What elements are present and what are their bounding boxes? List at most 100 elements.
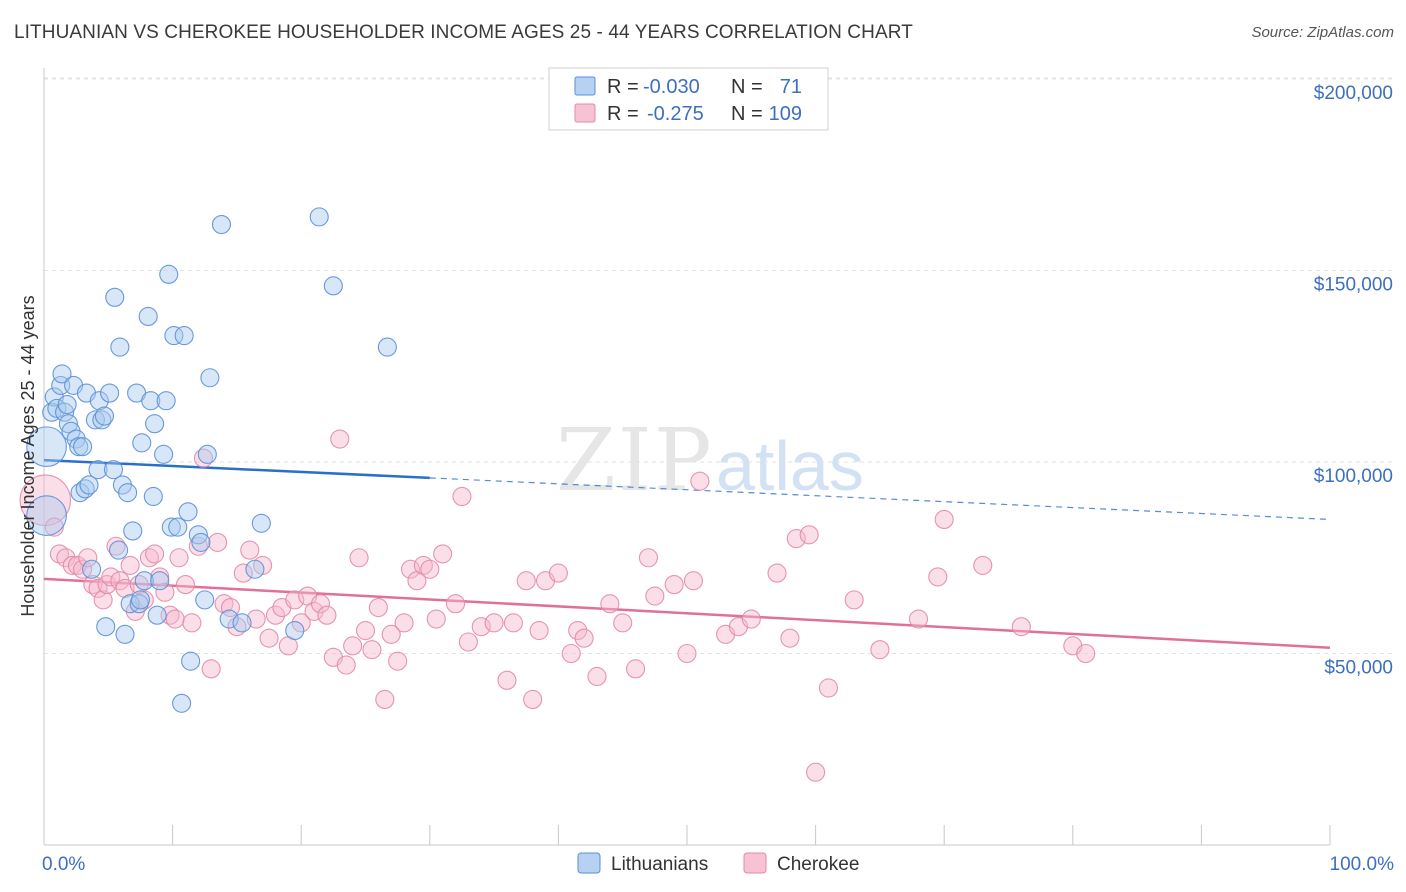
point-cherokee (471, 617, 491, 637)
point-cherokee (613, 613, 633, 633)
point-cherokee (844, 590, 864, 610)
legend-r-label-cherokee: R = (607, 103, 639, 125)
y-tick-label: $50,000 (1324, 658, 1393, 679)
point-cherokee (818, 678, 839, 698)
point-cherokee (677, 643, 697, 664)
trend-line-lithuanians (43, 458, 430, 480)
point-lithuanians (377, 337, 397, 357)
point-lithuanians (197, 444, 217, 464)
point-cherokee (336, 655, 356, 675)
point-cherokee (310, 594, 331, 614)
point-lithuanians (96, 617, 116, 637)
point-cherokee (182, 613, 202, 633)
point-lithuanians (147, 605, 167, 625)
point-cherokee (265, 605, 286, 625)
point-cherokee (193, 448, 214, 468)
point-lithuanians (100, 383, 120, 403)
point-lithuanians (138, 306, 158, 327)
correlation-legend: R = -0.030 N = 71 R = -0.275 N = 109 (548, 67, 829, 131)
point-cherokee (600, 594, 620, 614)
point-lithuanians (309, 207, 329, 227)
point-cherokee (175, 575, 196, 595)
data-points (19, 207, 1096, 782)
point-cherokee (741, 609, 761, 629)
point-lithuanians (134, 571, 154, 591)
point-cherokee (227, 617, 247, 637)
point-cherokee (375, 689, 395, 710)
point-cherokee (529, 620, 549, 641)
point-lithuanians (118, 483, 138, 503)
point-cherokee (120, 555, 140, 575)
point-cherokee (934, 509, 954, 530)
point-cherokee (129, 575, 149, 595)
point-cherokee (458, 632, 478, 652)
legend-r-label-lithuanians: R = (607, 76, 639, 98)
x-tick-label-max: 100.0% (1330, 854, 1395, 875)
point-lithuanians (105, 287, 125, 307)
point-lithuanians (200, 368, 220, 388)
legend-n-value-lithuanians: 71 (780, 76, 802, 98)
point-cherokee (786, 529, 806, 549)
point-lithuanians (219, 609, 239, 629)
point-cherokee (523, 689, 543, 710)
x-tick-label-min: 0.0% (42, 854, 85, 875)
point-cherokee (304, 601, 324, 621)
point-lithuanians (143, 486, 163, 507)
y-tick-label: $200,000 (1314, 83, 1393, 104)
y-tick-label: $150,000 (1314, 275, 1393, 296)
point-lithuanians (174, 326, 194, 346)
point-lithuanians (154, 444, 174, 464)
point-cherokee (139, 548, 160, 568)
point-cherokee (246, 609, 266, 629)
point-cherokee (574, 628, 594, 648)
series-legend-label-cherokee: Cherokee (777, 854, 859, 875)
point-lithuanians (181, 651, 201, 671)
point-lithuanians (161, 517, 181, 537)
point-cherokee (561, 643, 581, 664)
point-lithuanians (156, 391, 176, 411)
point-cherokee (388, 651, 408, 671)
point-cherokee (233, 563, 253, 583)
point-lithuanians (109, 540, 129, 560)
series-legend: Lithuanians Cherokee (577, 852, 859, 875)
point-cherokee (1076, 643, 1096, 664)
point-cherokee (259, 628, 279, 648)
point-cherokee (690, 471, 710, 491)
point-cherokee (201, 659, 221, 679)
point-lithuanians (130, 590, 150, 610)
point-cherokee (67, 555, 87, 575)
legend-r-value-cherokee: -0.275 (647, 103, 704, 125)
point-cherokee (928, 567, 948, 587)
point-cherokee (145, 544, 165, 564)
point-cherokee (780, 628, 800, 648)
point-lithuanians (285, 620, 305, 641)
point-cherokee (362, 640, 382, 660)
point-lithuanians (168, 517, 188, 537)
point-lithuanians (66, 429, 86, 449)
point-cherokee (548, 563, 568, 583)
point-cherokee (240, 540, 260, 560)
axes: $50,000 $100,000 $150,000 $200,000 0.0% 100.0… (42, 68, 1394, 875)
point-cherokee (400, 559, 421, 579)
point-cherokee (62, 555, 82, 575)
point-lithuanians (150, 571, 170, 591)
point-lithuanians (75, 479, 95, 499)
point-lithuanians (73, 437, 93, 457)
point-lithuanians (232, 613, 252, 633)
point-lithuanians (88, 460, 108, 480)
trend-line-cherokee (43, 577, 1331, 650)
point-cherokee (115, 578, 135, 598)
point-cherokee (1011, 617, 1031, 637)
point-lithuanians (195, 590, 215, 610)
legend-n-label-cherokee: N = (731, 103, 763, 125)
point-cherokee (155, 582, 175, 602)
point-cherokee (683, 571, 703, 591)
point-cherokee (452, 486, 472, 507)
point-cherokee (420, 559, 440, 579)
point-lithuanians (115, 624, 135, 644)
point-cherokee (445, 594, 466, 614)
point-lithuanians (123, 521, 143, 541)
point-lithuanians (172, 693, 192, 713)
point-lithuanians (52, 364, 72, 384)
